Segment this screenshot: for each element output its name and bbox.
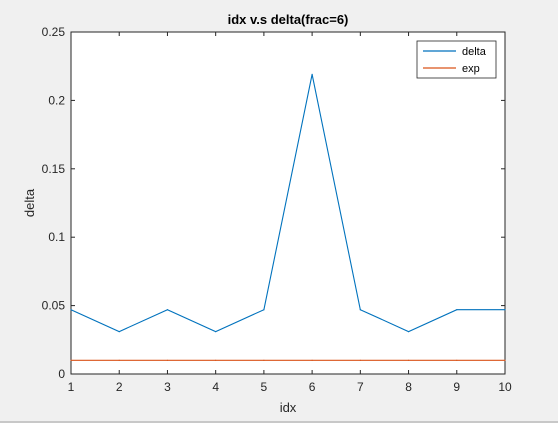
legend-label-delta: delta [462, 46, 487, 58]
y-tick-label: 0.05 [42, 299, 66, 313]
legend-label-exp: exp [462, 63, 480, 75]
data-point-exp [166, 359, 169, 361]
chart-title: idx v.s delta(frac=6) [228, 12, 349, 27]
data-points [70, 73, 506, 361]
x-axis-label: idx [280, 400, 297, 415]
data-point-exp [70, 359, 72, 361]
legend-box [416, 40, 497, 79]
data-point-exp [359, 359, 361, 361]
x-tick-label: 7 [357, 380, 364, 394]
data-point-delta [118, 330, 120, 333]
data-point-delta [456, 309, 458, 311]
data-point-delta [311, 73, 313, 76]
data-point-delta [215, 330, 217, 333]
x-tick-label: 10 [498, 380, 512, 394]
y-tick-label: 0.15 [42, 162, 66, 176]
legend: delta exp [416, 40, 497, 79]
x-tick-label: 3 [164, 380, 171, 394]
y-tick-label: 0.2 [48, 93, 65, 107]
x-tick-label: 1 [68, 380, 75, 394]
data-point-delta [70, 309, 72, 311]
y-tick-label: 0 [58, 367, 65, 381]
y-tick-label: 0.25 [42, 25, 66, 39]
y-axis-label: delta [22, 188, 37, 217]
x-axis: 1 2 3 4 5 6 7 8 9 10 [68, 32, 512, 394]
data-point-exp [118, 359, 120, 361]
y-tick-label: 0.1 [48, 230, 65, 244]
plot-area [70, 31, 506, 375]
x-tick-label: 8 [405, 380, 412, 394]
x-tick-label: 2 [116, 380, 123, 394]
data-point-delta [407, 330, 410, 333]
data-point-exp [263, 359, 265, 361]
x-tick-label: 9 [453, 380, 460, 394]
data-point-exp [215, 359, 217, 361]
data-point-delta [263, 309, 265, 311]
series-line-delta [70, 74, 505, 333]
series-layer [70, 74, 505, 361]
data-point-exp [311, 359, 313, 361]
x-tick-label: 6 [309, 380, 316, 394]
x-tick-label: 4 [212, 380, 219, 394]
data-point-exp [504, 359, 506, 361]
data-point-delta [359, 309, 361, 311]
data-point-delta [166, 309, 169, 311]
window-bottom-edge [0, 421, 558, 423]
y-axis: 0 0.05 0.1 0.15 0.2 0.25 [42, 25, 505, 381]
x-tick-label: 5 [261, 380, 268, 394]
data-point-exp [407, 359, 410, 361]
data-point-exp [456, 359, 458, 361]
data-point-delta [504, 309, 506, 311]
